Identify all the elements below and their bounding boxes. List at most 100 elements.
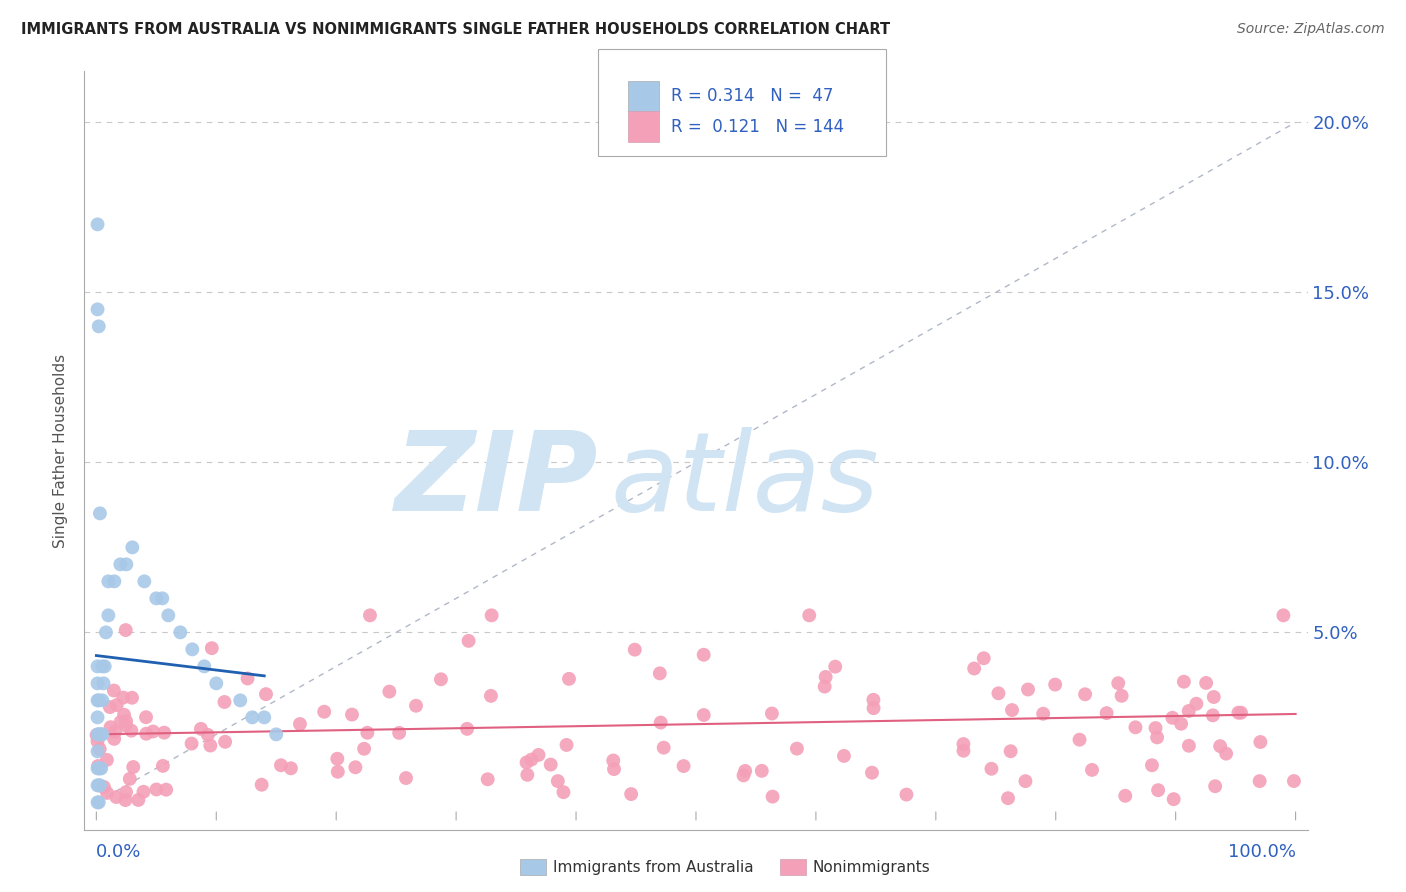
Point <box>104 724 127 739</box>
Point <box>761 706 783 721</box>
Point <box>862 693 884 707</box>
Point <box>516 756 538 770</box>
Point <box>1107 676 1129 690</box>
Point <box>90 761 112 775</box>
Point <box>253 710 276 724</box>
Point <box>1069 732 1091 747</box>
Point <box>734 764 756 778</box>
Point <box>356 725 378 739</box>
Point <box>181 642 204 657</box>
Point <box>832 748 855 763</box>
Point <box>824 659 846 673</box>
Point <box>1125 720 1147 734</box>
Point <box>553 785 575 799</box>
Point <box>481 608 503 623</box>
Point <box>520 752 543 766</box>
Point <box>97 574 120 589</box>
Point <box>236 672 259 686</box>
Point <box>152 759 174 773</box>
Point <box>650 715 672 730</box>
Point <box>405 698 427 713</box>
Point <box>87 319 110 334</box>
Point <box>86 710 108 724</box>
Point <box>197 728 219 742</box>
Y-axis label: Single Father Households: Single Father Households <box>53 353 69 548</box>
Point <box>190 722 212 736</box>
Point <box>86 796 108 810</box>
Point <box>86 218 108 232</box>
Point <box>1163 792 1185 806</box>
Point <box>96 753 118 767</box>
Point <box>93 780 115 794</box>
Point <box>344 760 367 774</box>
Point <box>86 659 108 673</box>
Point <box>1095 706 1118 720</box>
Point <box>1227 706 1250 720</box>
Point <box>280 761 302 775</box>
Point <box>98 700 121 714</box>
Point <box>477 772 499 787</box>
Point <box>620 787 643 801</box>
Point <box>86 676 108 690</box>
Point <box>127 793 149 807</box>
Point <box>201 641 224 656</box>
Point <box>169 625 191 640</box>
Text: R = 0.314   N =  47: R = 0.314 N = 47 <box>671 87 832 105</box>
Point <box>122 760 145 774</box>
Point <box>1000 744 1022 758</box>
Point <box>157 608 180 623</box>
Point <box>86 734 108 748</box>
Point <box>90 727 112 741</box>
Point <box>326 764 349 779</box>
Point <box>860 765 883 780</box>
Point <box>672 759 695 773</box>
Point <box>1204 779 1226 793</box>
Point <box>340 707 363 722</box>
Point <box>86 302 108 317</box>
Point <box>602 754 624 768</box>
Point <box>1111 689 1133 703</box>
Point <box>112 707 135 722</box>
Point <box>896 788 918 802</box>
Point <box>240 710 263 724</box>
Point <box>89 742 111 756</box>
Point <box>799 608 821 623</box>
Point <box>97 608 120 623</box>
Point <box>114 793 136 807</box>
Point <box>693 708 716 723</box>
Point <box>1081 763 1104 777</box>
Point <box>115 785 138 799</box>
Point <box>987 686 1010 700</box>
Point <box>980 762 1002 776</box>
Point <box>1202 690 1225 704</box>
Point <box>135 710 157 724</box>
Point <box>479 689 502 703</box>
Point <box>456 722 478 736</box>
Point <box>648 666 671 681</box>
Point <box>862 701 884 715</box>
Point <box>150 591 173 606</box>
Point <box>200 739 222 753</box>
Point <box>214 695 236 709</box>
Point <box>87 693 110 707</box>
Point <box>155 782 177 797</box>
Point <box>89 507 111 521</box>
Point <box>89 761 111 775</box>
Text: R =  0.121   N = 144: R = 0.121 N = 144 <box>671 118 844 136</box>
Point <box>814 680 837 694</box>
Point <box>112 690 135 705</box>
Point <box>326 752 349 766</box>
Point <box>142 724 165 739</box>
Point <box>997 791 1019 805</box>
Point <box>134 574 156 589</box>
Text: 0.0%: 0.0% <box>97 843 142 861</box>
Point <box>1014 774 1036 789</box>
Point <box>86 693 108 707</box>
Point <box>973 651 995 665</box>
Point <box>114 623 136 637</box>
Point <box>1001 703 1024 717</box>
Point <box>105 698 128 712</box>
Point <box>103 683 125 698</box>
Point <box>430 673 453 687</box>
Point <box>93 676 115 690</box>
